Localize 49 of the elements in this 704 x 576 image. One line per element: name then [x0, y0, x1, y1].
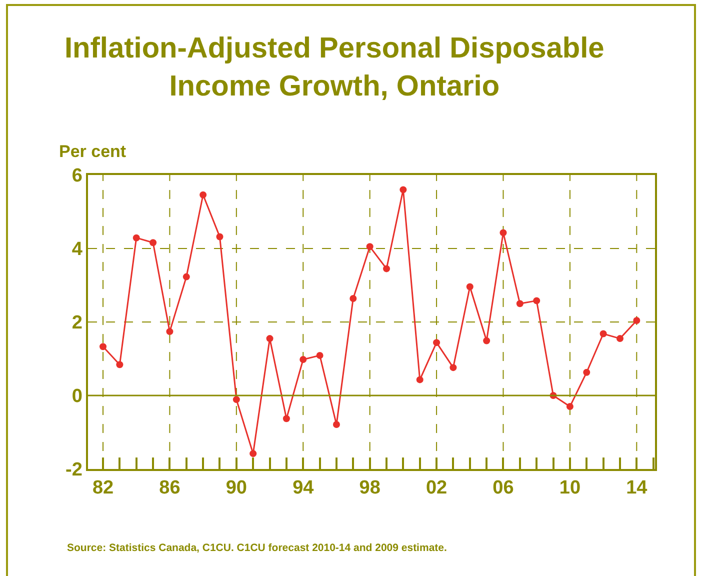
x-tick-label: 02 — [426, 478, 448, 499]
point — [566, 403, 574, 410]
point — [416, 376, 424, 384]
point — [633, 317, 640, 324]
y-tick-label: 2 — [72, 312, 82, 334]
point — [466, 283, 474, 290]
point — [400, 186, 407, 194]
point — [100, 343, 107, 350]
point — [250, 450, 257, 458]
y-tick-label: 0 — [72, 386, 82, 408]
y-tick-label: -2 — [66, 460, 82, 481]
x-tick-label: 10 — [559, 478, 581, 499]
y-axis-title: Per cent — [59, 142, 126, 161]
point — [516, 300, 524, 308]
point — [200, 191, 207, 198]
point — [350, 294, 357, 302]
point — [232, 396, 240, 404]
point — [300, 356, 307, 363]
x-tick-label: 14 — [626, 478, 648, 499]
point — [150, 239, 157, 246]
point — [216, 233, 224, 240]
point — [166, 328, 174, 336]
point — [316, 352, 324, 359]
point — [182, 273, 190, 280]
point — [583, 368, 590, 376]
point — [483, 337, 490, 344]
point — [282, 415, 290, 422]
x-tick-label: 06 — [492, 478, 514, 499]
point — [116, 361, 124, 368]
y-tick-label: 4 — [72, 239, 83, 260]
x-tick-label: 90 — [226, 478, 247, 499]
point — [450, 364, 457, 372]
x-tick-label: 98 — [359, 478, 380, 499]
y-tick-label: 6 — [72, 166, 82, 187]
x-tick-label: 86 — [159, 478, 180, 499]
x-tick-label: 94 — [292, 478, 314, 499]
point — [366, 243, 374, 250]
point — [132, 234, 140, 242]
point — [332, 421, 340, 428]
x-tick-label: 82 — [92, 478, 114, 499]
point — [383, 265, 390, 272]
point — [600, 330, 607, 338]
source-note: Source: Statistics Canada, C1CU. C1CU forecast 2010-14 and 2009 estimate. — [67, 542, 447, 554]
point — [433, 339, 440, 346]
point — [500, 229, 507, 236]
point — [533, 297, 540, 304]
point — [616, 335, 624, 342]
chart-title: Inflation-Adjusted Personal Disposable Income Growth, Ontario — [64, 32, 604, 102]
point — [266, 335, 274, 342]
